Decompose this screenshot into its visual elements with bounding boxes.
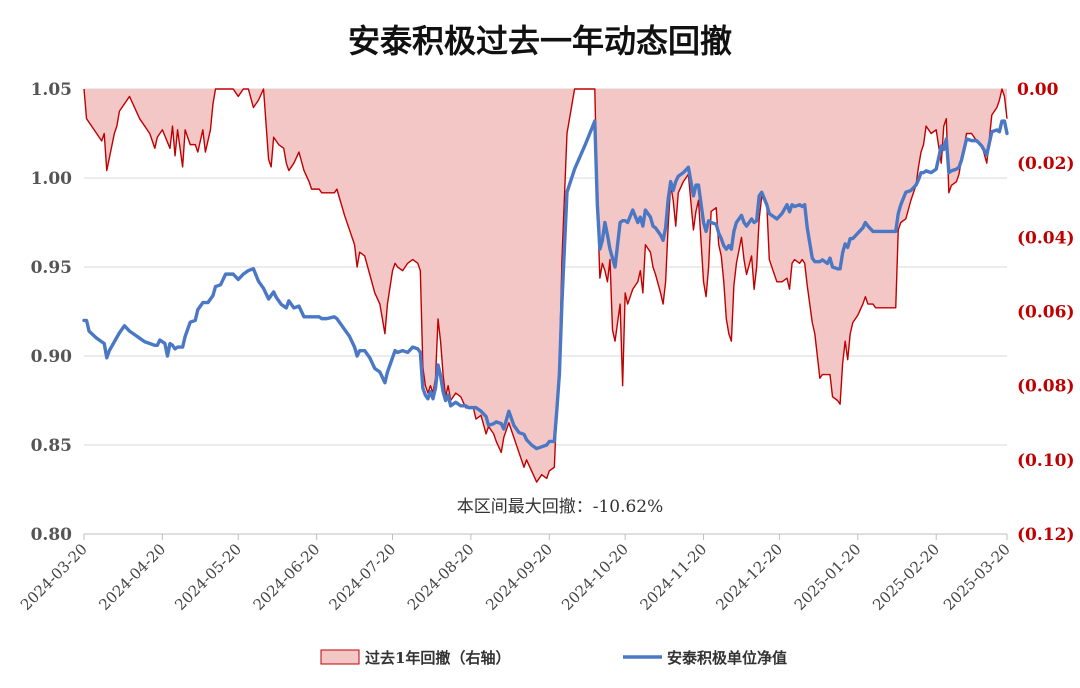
x-tick-label: 2024-09-20 [482,540,556,614]
left-tick-label: 0.80 [31,525,73,545]
left-tick-label: 1.00 [31,169,73,189]
legend-drawdown-label: 过去1年回撤（右轴） [365,649,510,667]
right-tick-label: (0.08) [1017,377,1075,397]
left-axis-ticks: 0.80 0.85 0.90 0.95 1.00 1.05 [31,80,73,545]
x-tick-label: 2024-05-20 [171,540,245,614]
right-tick-label: (0.06) [1017,303,1075,323]
legend: 过去1年回撤（右轴） 安泰积极单位净值 [320,649,787,667]
x-tick-label: 2024-11-20 [636,540,710,614]
drawdown-area-layer [83,88,1008,483]
x-tick-label: 2025-01-20 [791,540,865,614]
x-tick-label: 2025-02-20 [869,540,943,614]
x-tick-label: 2025-03-20 [940,540,1014,614]
right-tick-label: (0.04) [1017,228,1075,248]
left-tick-label: 0.90 [31,347,73,367]
x-tick-label: 2024-10-20 [558,540,632,614]
right-tick-label: (0.02) [1017,154,1075,174]
x-tick-label: 2024-08-20 [404,540,478,614]
right-tick-label: (0.10) [1017,451,1075,471]
left-tick-label: 1.05 [31,80,72,100]
max-drawdown-annotation: 本区间最大回撤：-10.62% [457,497,664,517]
x-tick-label: 2024-06-20 [250,540,324,614]
right-axis-ticks: 0.00 (0.02) (0.04) (0.06) (0.08) (0.10) (0.12) [1017,80,1075,545]
drawdown-line [83,88,1008,483]
x-tick-label: 2024-03-20 [17,540,91,614]
legend-area-swatch [320,649,360,665]
left-tick-label: 0.85 [31,436,72,456]
nav-line [82,119,1009,451]
x-tick-label: 2024-12-20 [712,540,786,614]
right-tick-label: 0.00 [1017,80,1059,100]
drawdown-area [84,89,1007,483]
legend-nav-label: 安泰积极单位净值 [667,649,787,667]
x-tick-label: 2024-07-20 [325,540,399,614]
chart-title: 安泰积极过去一年动态回撤 [348,22,732,60]
nav-line-layer [82,119,1009,451]
right-tick-label: (0.12) [1017,525,1075,545]
x-axis-ticks: 2024-03-20 2024-04-20 2024-05-20 2024-06-20… [17,534,1014,614]
x-tick-label: 2024-04-20 [95,540,169,614]
left-tick-label: 0.95 [31,258,72,278]
